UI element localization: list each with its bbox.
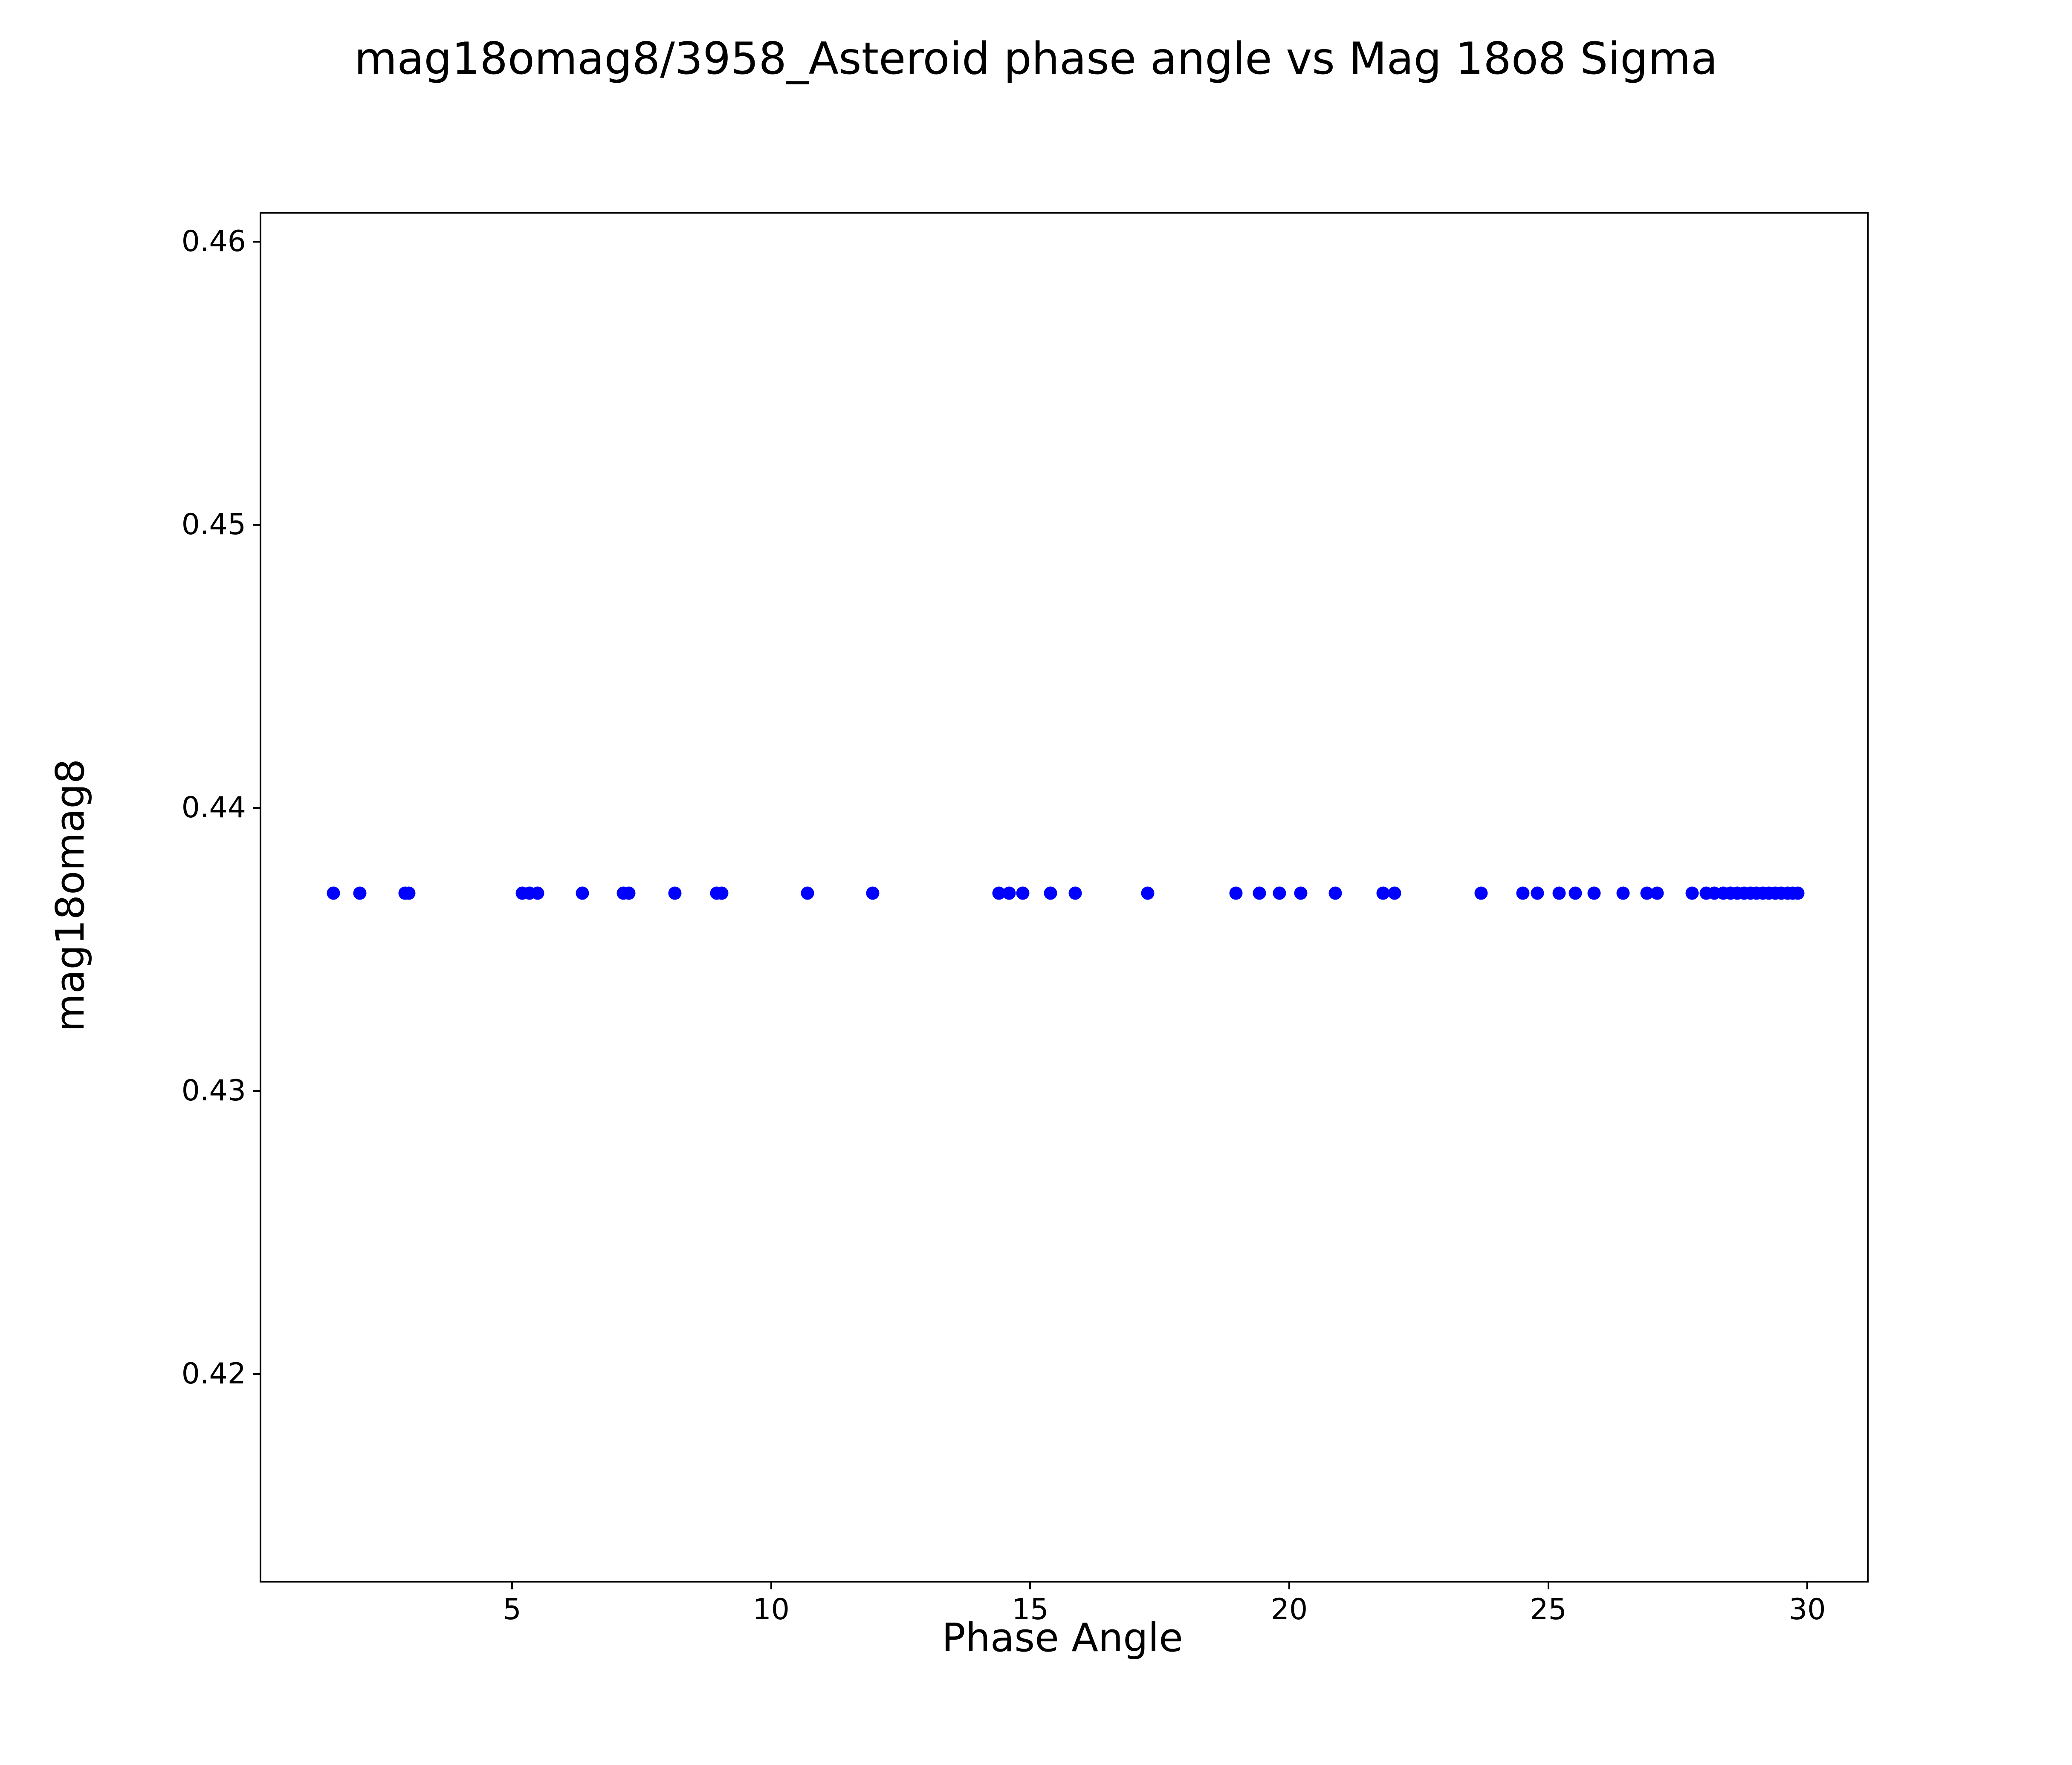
- data-point: [801, 886, 814, 900]
- data-point: [715, 886, 729, 900]
- data-point: [1531, 886, 1544, 900]
- data-point: [1141, 886, 1155, 900]
- y-tick-mark: [253, 807, 261, 809]
- x-tick-mark: [1547, 1581, 1549, 1589]
- data-point: [1328, 886, 1342, 900]
- y-tick-label: 0.42: [181, 1357, 246, 1391]
- y-tick-label: 0.43: [181, 1074, 246, 1108]
- data-point: [1616, 886, 1630, 900]
- data-point: [1044, 886, 1057, 900]
- data-point: [1791, 886, 1805, 900]
- x-tick-label: 20: [1270, 1593, 1308, 1626]
- x-tick-label: 10: [752, 1593, 790, 1626]
- data-point: [1294, 886, 1308, 900]
- x-tick-mark: [1029, 1581, 1031, 1589]
- data-point: [576, 886, 589, 900]
- x-tick-label: 30: [1788, 1593, 1826, 1626]
- data-point: [1587, 886, 1601, 900]
- data-point: [1273, 886, 1286, 900]
- y-tick-mark: [253, 241, 261, 243]
- data-point: [402, 886, 416, 900]
- data-point: [1552, 886, 1566, 900]
- data-point: [668, 886, 682, 900]
- data-point: [1685, 886, 1699, 900]
- data-point: [1388, 886, 1401, 900]
- data-point: [1016, 886, 1030, 900]
- data-point: [1650, 886, 1664, 900]
- y-tick-label: 0.46: [181, 225, 246, 259]
- x-tick-mark: [511, 1581, 513, 1589]
- x-axis-label: Phase Angle: [942, 1615, 1183, 1661]
- x-tick-mark: [770, 1581, 772, 1589]
- data-point: [1568, 886, 1582, 900]
- y-tick-label: 0.45: [181, 508, 246, 542]
- y-tick-label: 0.44: [181, 791, 246, 825]
- data-point: [327, 886, 340, 900]
- y-axis-label: mag18omag8: [47, 758, 93, 1032]
- data-point: [1253, 886, 1266, 900]
- data-point: [1474, 886, 1488, 900]
- data-point: [1376, 886, 1390, 900]
- data-point: [1068, 886, 1082, 900]
- data-point: [622, 886, 636, 900]
- data-point: [531, 886, 544, 900]
- data-point: [1229, 886, 1243, 900]
- x-tick-label: 15: [1012, 1593, 1049, 1626]
- plot-area: 5 10 15 20 25 30 0.42 0.43 0.44 0.45 0.46: [182, 212, 1869, 1624]
- y-tick-mark: [253, 524, 261, 526]
- x-tick-label: 5: [503, 1593, 521, 1626]
- chart-title: mag18omag8/3958_Asteroid phase angle vs …: [354, 33, 1718, 84]
- data-point: [866, 886, 880, 900]
- y-tick-mark: [253, 1373, 261, 1375]
- y-tick-mark: [253, 1090, 261, 1092]
- x-tick-mark: [1288, 1581, 1291, 1589]
- data-point: [1516, 886, 1530, 900]
- data-point: [353, 886, 367, 900]
- data-point: [1002, 886, 1016, 900]
- x-tick-label: 25: [1530, 1593, 1567, 1626]
- x-tick-mark: [1806, 1581, 1809, 1589]
